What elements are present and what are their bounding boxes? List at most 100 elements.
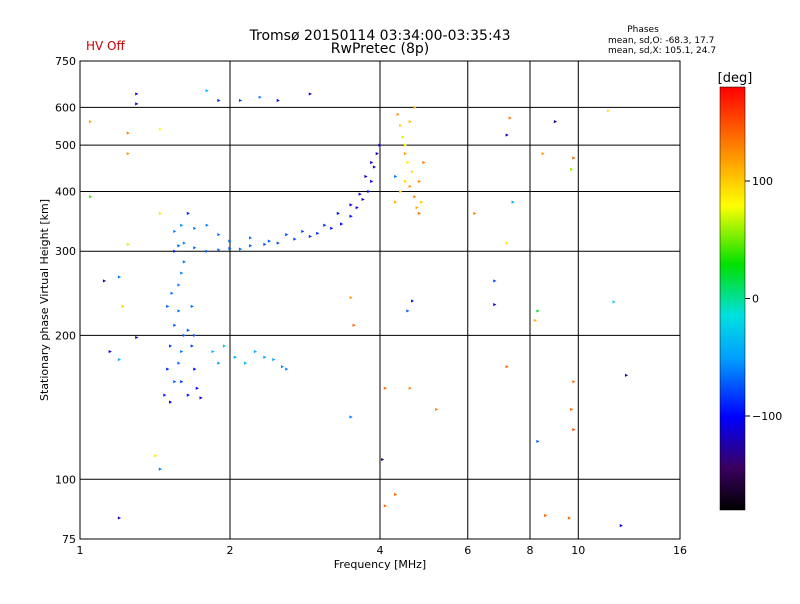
colorbar-label: [deg] (718, 71, 753, 86)
data-point (190, 344, 194, 348)
data-point (205, 249, 209, 253)
data-point (244, 361, 248, 365)
data-point (228, 246, 232, 251)
data-point (177, 309, 181, 313)
data-point (340, 222, 344, 226)
data-point (177, 361, 181, 365)
chart-subtitle: RwPretec (8p) (331, 41, 429, 57)
data-point (410, 170, 415, 174)
data-point (173, 229, 177, 234)
data-point (121, 304, 125, 308)
data-point (180, 380, 184, 384)
data-point (263, 355, 267, 359)
phases-stat-x: mean, sd,X: 105.1, 24.7 (608, 46, 716, 56)
data-point (403, 143, 408, 147)
data-point (358, 192, 362, 196)
data-point (420, 200, 424, 204)
data-point (572, 428, 576, 432)
data-point (199, 396, 203, 400)
x-tick-label: 4 (377, 544, 384, 557)
data-point (399, 189, 403, 194)
data-point (349, 203, 353, 207)
y-tick-label: 200 (55, 329, 76, 342)
data-point (572, 156, 576, 160)
data-point (135, 102, 139, 106)
data-point (249, 244, 253, 248)
data-point (205, 89, 209, 93)
hv-status: HV Off (86, 39, 125, 53)
data-point (493, 279, 497, 283)
data-point (536, 439, 540, 444)
data-point (158, 127, 163, 131)
data-point (364, 174, 368, 179)
data-point (126, 152, 130, 156)
x-tick-label: 16 (673, 544, 687, 557)
data-point (505, 365, 509, 369)
data-point (508, 116, 512, 120)
data-point (394, 174, 398, 179)
data-point (222, 344, 227, 348)
data-point (158, 211, 163, 215)
data-point (193, 226, 197, 230)
data-point (308, 92, 313, 96)
data-point (249, 236, 253, 240)
data-point (173, 380, 177, 384)
y-tick-label: 100 (55, 473, 76, 486)
data-point (186, 211, 190, 215)
data-point (572, 380, 576, 384)
data-point (370, 160, 374, 165)
colorbar-tick-label: 0 (752, 293, 759, 306)
data-point (233, 355, 237, 359)
data-point (186, 328, 190, 332)
colorbar-tick-label: 100 (752, 175, 773, 188)
data-point (570, 167, 574, 171)
data-point (413, 105, 417, 109)
y-axis-label: Stationary phase Virtual Height [km] (38, 199, 51, 401)
data-point (541, 152, 545, 156)
data-point (536, 309, 540, 313)
data-point (180, 349, 184, 354)
data-point (570, 407, 574, 412)
data-point (372, 165, 377, 169)
data-point (285, 367, 289, 371)
data-point (381, 457, 385, 462)
data-point (410, 299, 415, 303)
data-point (272, 357, 276, 362)
data-point (217, 98, 221, 103)
data-point (399, 123, 403, 127)
data-point (276, 241, 280, 245)
data-point (135, 92, 139, 96)
data-point (193, 333, 197, 337)
data-point (505, 241, 509, 245)
data-point (135, 335, 139, 340)
data-point (190, 304, 194, 308)
data-point (544, 513, 548, 518)
data-point (217, 361, 221, 365)
data-point (253, 349, 258, 354)
data-point (505, 133, 509, 137)
data-point (267, 239, 272, 243)
y-tick-label: 75 (62, 533, 76, 546)
data-point (406, 160, 410, 165)
data-point (117, 357, 122, 362)
data-point (403, 179, 408, 183)
data-point (624, 373, 629, 377)
x-axis-label: Frequency [MHz] (334, 558, 426, 571)
data-point (169, 400, 173, 404)
data-point (408, 386, 412, 390)
data-point (166, 304, 170, 308)
data-point (169, 344, 173, 348)
colorbar (719, 86, 746, 511)
x-tick-label: 8 (527, 544, 534, 557)
data-point (417, 211, 422, 215)
data-point (170, 291, 174, 295)
data-point (186, 393, 190, 397)
data-point (276, 98, 280, 103)
data-point (383, 504, 387, 508)
data-point (308, 234, 313, 239)
data-point (417, 179, 422, 183)
data-point (422, 160, 426, 165)
data-point (117, 275, 122, 279)
data-point (323, 223, 327, 227)
x-tick-label: 1 (77, 544, 84, 557)
